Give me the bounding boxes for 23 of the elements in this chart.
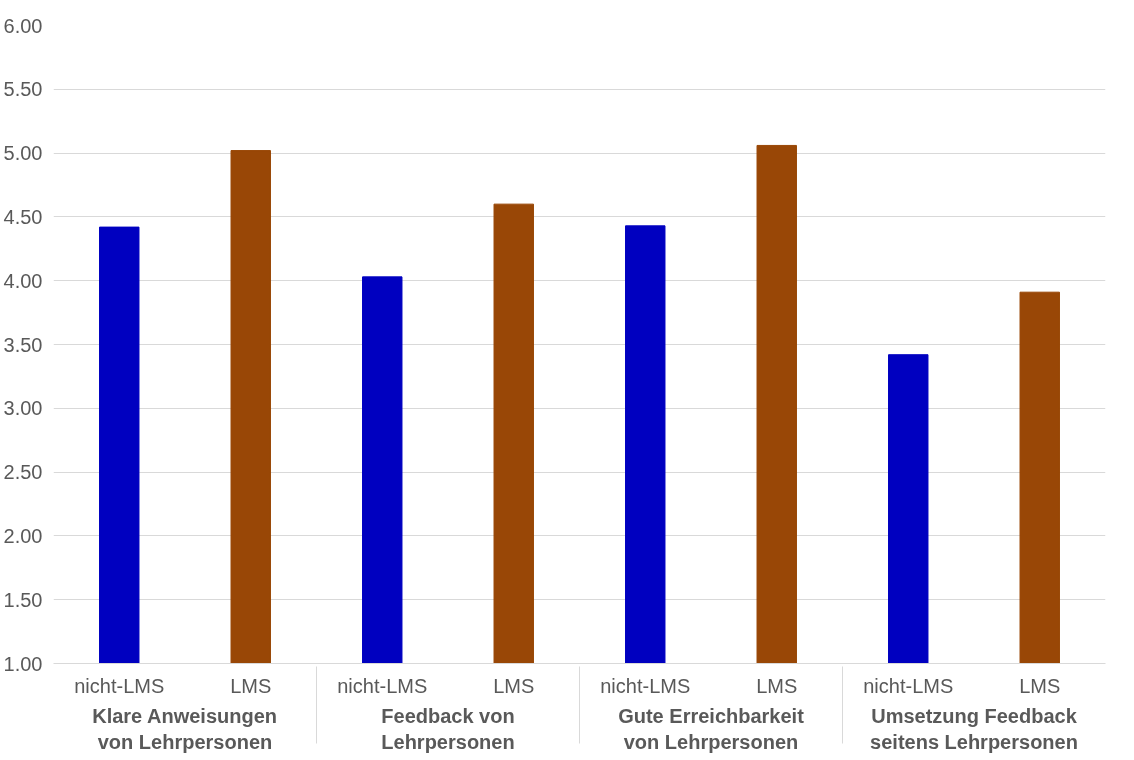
text: LMS	[756, 674, 798, 697]
y-tick-label: 4.50	[3, 205, 43, 228]
y-tick-label: 5.50	[3, 78, 43, 101]
y-tick-label: 2.50	[3, 461, 43, 484]
y-tick-label: 5.00	[3, 142, 43, 165]
y-tick-label: 1.50	[3, 588, 43, 611]
text: nicht-LMS	[600, 674, 691, 697]
text: nicht-LMS	[337, 674, 428, 697]
y-tick-label: 3.50	[3, 333, 43, 356]
text: LMS	[493, 674, 535, 697]
text: nicht-LMS	[863, 674, 954, 697]
y-tick-label: 3.00	[3, 397, 43, 420]
x-tick-label: Umsetzung Feedback seitens Lehrpersonen	[870, 704, 1078, 753]
text: LMS	[1019, 674, 1061, 697]
y-tick-label: 4.00	[3, 269, 43, 292]
series-label: LMS	[230, 674, 272, 697]
y-tick-label: 2.00	[3, 524, 43, 547]
y-tick-label: 6.00	[3, 14, 43, 37]
y-tick-label: 1.00	[3, 652, 43, 675]
x-tick-label: Gute Erreichbarkeit von Lehrpersonen	[618, 704, 805, 753]
x-tick-label: Feedback von Lehrpersonen	[381, 704, 515, 753]
x-tick-label: Klare Anweisungen von Lehrpersonen	[92, 704, 278, 753]
series-label: nicht-LMS	[74, 674, 165, 697]
